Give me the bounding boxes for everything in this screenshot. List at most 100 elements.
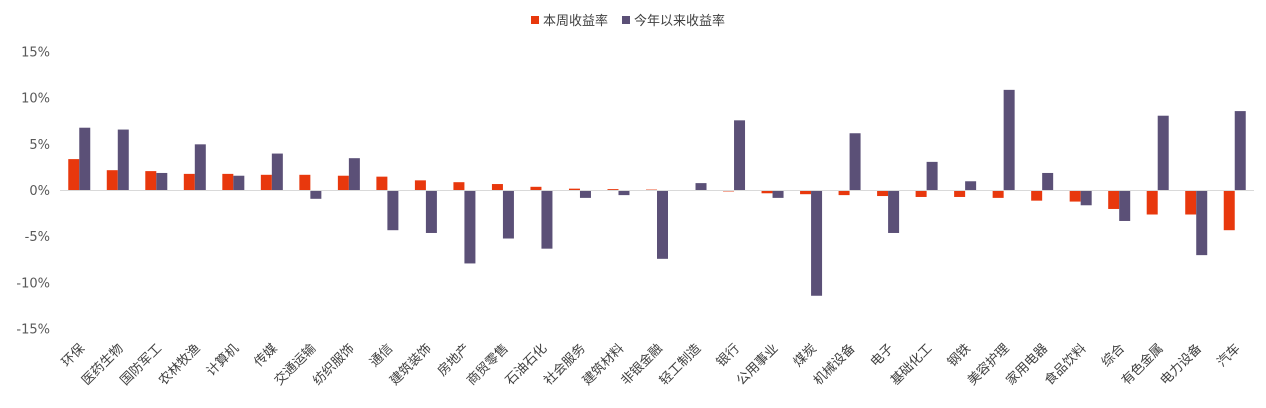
x-category-label: 美容护理 [964,341,1012,389]
x-category-label: 综合 [1099,341,1128,370]
bar-ytd-return [1234,111,1246,191]
bar-weekly-return [607,189,619,191]
x-category-label: 交通运输 [271,341,319,389]
x-category-label: 轻工制造 [657,341,704,388]
bar-weekly-return [800,190,812,195]
bar-ytd-return [425,190,437,233]
x-category-label: 电力设备 [1157,341,1205,389]
y-tick-label: -15% [16,323,50,338]
bar-weekly-return [222,173,234,191]
bar-ytd-return [1080,190,1092,206]
bar-ytd-return [348,158,360,191]
legend: 本周收益率 今年以来收益率 [531,13,725,29]
legend-label: 本周收益率 [543,13,608,29]
x-category-label: 商贸零售 [464,341,512,389]
bar-weekly-return [568,188,580,191]
y-tick-label: -5% [25,230,50,245]
bar-ytd-return [734,120,746,191]
x-category-label: 建筑装饰 [387,341,435,389]
bar-ytd-return [965,181,977,191]
bar-ytd-return [657,190,668,259]
legend-swatch [622,16,630,24]
x-category-label: 公用事业 [734,341,781,388]
x-category-label: 食品饮料 [1041,341,1089,389]
bar-ytd-return [888,190,900,233]
bar-weekly-return [106,170,118,191]
y-tick-label: 5% [29,138,50,153]
x-category-label: 纺织服饰 [310,341,357,388]
x-category-label: 农林牧渔 [156,341,203,388]
x-category-label: 环保 [59,341,88,370]
bar-ytd-return [233,175,245,191]
bar-ytd-return [1196,190,1208,256]
bar-weekly-return [260,174,272,191]
bar-ytd-return [541,190,553,249]
bar-weekly-return [376,176,388,191]
bar-weekly-return [915,190,927,197]
bar-ytd-return [1119,190,1131,221]
bars [68,89,1246,296]
x-category-label: 非银金融 [618,341,666,389]
y-tick-label: 10% [21,92,50,107]
x-category-label: 煤炭 [791,341,820,370]
bar-ytd-return [1157,115,1169,191]
x-category-label: 计算机 [204,341,242,379]
x-category-label: 通信 [367,341,396,370]
bar-ytd-return [79,127,91,191]
bar-ytd-return [194,144,206,191]
x-category-label: 机械设备 [810,341,858,389]
x-category-label: 电子 [868,341,897,370]
x-category-label: 钢铁 [945,341,974,370]
x-category-label: 传媒 [252,341,281,370]
bar-weekly-return [954,190,966,197]
bar-weekly-return [414,180,426,191]
bar-weekly-return [68,159,80,191]
bar-weekly-return [453,182,465,191]
y-tick-label: -10% [16,276,50,291]
legend-label: 今年以来收益率 [634,13,725,29]
bar-ytd-return [156,172,168,191]
bar-ytd-return [1042,172,1054,191]
bar-weekly-return [1146,190,1158,215]
x-category-label: 医药生物 [79,341,126,388]
x-category-label: 基础化工 [888,341,935,388]
x-category-label: 建筑材料 [579,341,627,389]
bar-ytd-return [849,133,861,191]
bar-ytd-return [310,190,322,199]
bar-ytd-return [271,153,283,191]
bar-ytd-return [618,190,630,196]
bar-weekly-return [761,190,773,194]
bar-weekly-return [183,173,195,191]
bar-weekly-return [1185,190,1197,215]
bar-weekly-return [877,190,889,197]
x-category-label: 社会服务 [541,341,589,389]
y-tick-label: 15% [21,46,50,61]
bar-weekly-return [1223,190,1235,231]
bar-ytd-return [387,190,399,231]
bar-ytd-return [117,129,129,191]
bar-ytd-return [502,190,514,239]
bar-ytd-return [579,190,591,198]
y-axis: 15% 10% 5% 0% -5% -10% -15% [16,46,50,338]
bar-ytd-return [772,190,784,198]
bar-weekly-return [491,184,503,191]
x-category-label: 家用电器 [1003,341,1051,389]
bar-weekly-return [992,190,1004,198]
x-category-label: 国防军工 [117,341,165,389]
x-category-label: 有色金属 [1118,341,1166,389]
bar-ytd-return [1003,89,1015,191]
bar-ytd-return [695,183,707,191]
bar-ytd-return [811,190,823,296]
bar-ytd-return [926,161,938,191]
legend-swatch [531,16,539,24]
bar-weekly-return [1108,190,1120,209]
y-tick-label: 0% [29,184,50,199]
bar-weekly-return [299,174,311,191]
bar-weekly-return [145,171,157,191]
bar-weekly-return [1031,190,1043,201]
bar-weekly-return [838,190,850,196]
x-category-label: 汽车 [1214,341,1244,371]
bar-weekly-return [337,175,349,191]
